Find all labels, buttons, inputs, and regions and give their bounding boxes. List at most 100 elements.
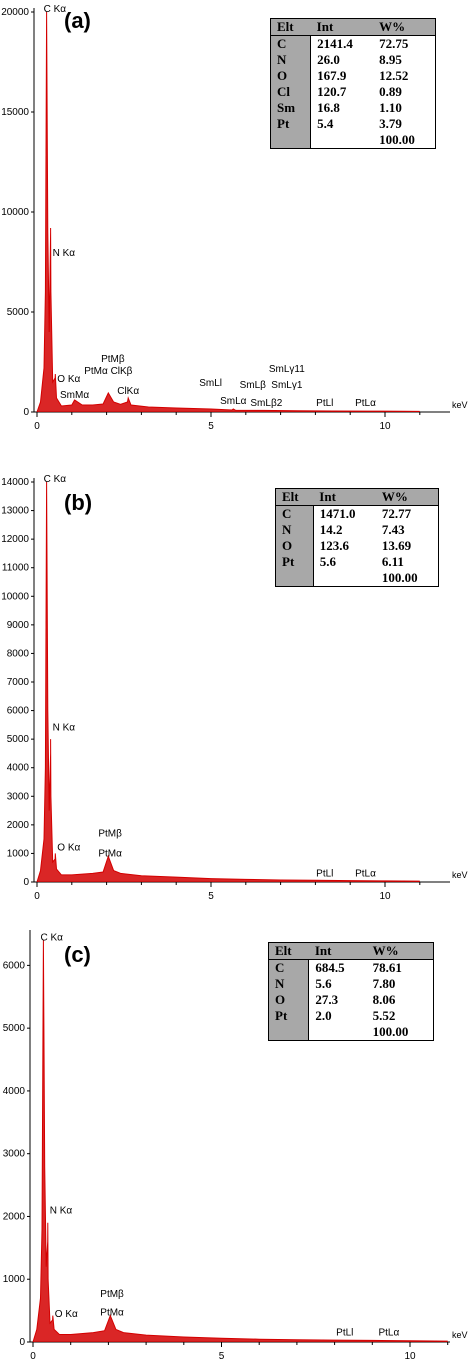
table-row: O 27.3 8.06 [268, 992, 434, 1008]
peak-label: PtLα [355, 868, 376, 879]
x-tick-label: 5 [208, 421, 214, 432]
spectrum-line [36, 481, 420, 883]
peak-label: PtLl [316, 868, 333, 879]
total-weight-cell: 100.00 [381, 570, 418, 585]
weight-cell: 12.52 [379, 68, 409, 83]
table-row: O 167.9 12.52 [270, 68, 436, 84]
spectrum-line [32, 940, 448, 1343]
y-tick-label: 5000 [7, 307, 30, 318]
panel-label: (c) [64, 942, 91, 967]
panel-label: (b) [64, 490, 93, 515]
peak-label: SmLγ1 [271, 380, 303, 391]
weight-cell: 7.43 [381, 522, 405, 537]
element-cell: C [270, 35, 312, 52]
y-tick-label: 0 [23, 877, 29, 888]
x-tick-label: 0 [34, 891, 40, 902]
eds-spectrum-b: 0100020003000400050006000700080009000100… [1, 474, 468, 902]
y-tick-label: 7000 [7, 677, 30, 688]
weight-cell: 8.95 [379, 52, 402, 67]
peak-label: SmMα [60, 390, 89, 401]
y-tick-label: 5000 [3, 1023, 26, 1034]
element-cell: Pt [275, 554, 314, 570]
peak-label: PtLα [378, 1328, 399, 1339]
weight-cell: 72.77 [381, 506, 412, 521]
peak-label: PtLl [336, 1328, 353, 1339]
eds-panel-a: 0 5000 10000 15000 20000 0 5 10 keV C Kα N Kα O Kα S… [0, 0, 474, 450]
x-tick-label: 5 [208, 891, 214, 902]
y-tick-label: 0 [23, 407, 29, 418]
y-tick-label: 3000 [3, 1149, 26, 1160]
x-unit-label: keV [452, 870, 468, 880]
table-row: Pt 2.0 5.52 [268, 1008, 434, 1024]
weight-cell: 13.69 [381, 538, 412, 553]
eds-spectrum-a: 0 5000 10000 15000 20000 0 5 10 keV C Kα N Kα O Kα S… [1, 4, 468, 432]
intensity-cell: 16.8 [317, 100, 340, 115]
peak-label: PtLα [355, 398, 376, 409]
peak-label: SmLl [199, 378, 222, 389]
peak-label: SmLα [220, 396, 247, 407]
intensity-cell: 123.6 [319, 538, 350, 553]
element-cell: C [275, 505, 314, 522]
peak-label: O Kα [57, 374, 80, 385]
table-row: N 5.6 7.80 [268, 976, 434, 992]
peak-label: O Kα [55, 1309, 78, 1320]
element-cell [275, 570, 314, 587]
x-tick-label: 0 [34, 421, 40, 432]
header-elt: Elt [275, 488, 314, 506]
element-cell [268, 1024, 310, 1041]
composition-table: Elt Int W% C 2141.4 72.75 N 26.0 8.95 O 167.9… [270, 18, 436, 149]
intensity-cell: 120.7 [317, 84, 347, 99]
weight-cell: 7.80 [372, 976, 396, 991]
intensity-cell: 684.5 [315, 960, 345, 975]
element-cell: O [270, 68, 312, 84]
weight-cell: 5.52 [372, 1008, 396, 1023]
y-tick-label: 8000 [7, 648, 30, 659]
y-tick-label: 10000 [1, 591, 29, 602]
x-unit-label: keV [452, 1330, 468, 1340]
weight-cell: 8.06 [372, 992, 396, 1007]
weight-cell: 0.89 [379, 84, 402, 99]
composition-table: Elt Int W% C 1471.0 72.77 N 14.2 7.43 O 123.6… [275, 488, 439, 587]
element-cell: O [268, 992, 310, 1008]
weight-cell: 72.75 [379, 36, 409, 51]
element-cell: Cl [270, 84, 312, 100]
table-row: C 2141.4 72.75 [270, 35, 436, 52]
intensity-cell: 5.6 [319, 554, 337, 569]
table-row: Sm 16.8 1.10 [270, 100, 436, 116]
peak-label: PtMβ [98, 828, 122, 839]
y-tick-label: 14000 [1, 477, 29, 488]
y-tick-label: 15000 [1, 107, 29, 118]
y-tick-label: 6000 [7, 706, 30, 717]
intensity-cell: 2.0 [315, 1008, 332, 1023]
peak-label: N Kα [53, 248, 76, 259]
element-cell: N [270, 52, 312, 68]
peak-label: SmLβ2 [250, 398, 282, 409]
weight-cell: 3.79 [379, 116, 402, 131]
header-int: Int [313, 488, 376, 506]
peak-label: N Kα [53, 723, 76, 734]
x-unit-label: keV [452, 400, 468, 410]
weight-cell: 1.10 [379, 100, 402, 115]
table-header-row: Elt Int W% [268, 942, 434, 960]
y-tick-label: 20000 [1, 7, 29, 18]
total-weight-cell: 100.00 [372, 1024, 409, 1039]
header-wt: W% [375, 488, 439, 506]
intensity-cell: 26.0 [317, 52, 340, 67]
y-tick-label: 2000 [7, 820, 30, 831]
y-tick-label: 0 [19, 1337, 25, 1348]
y-tick-label: 12000 [1, 534, 29, 545]
panel-label: (a) [64, 8, 91, 33]
weight-cell: 78.61 [372, 960, 402, 975]
peak-label: C Kα [40, 932, 63, 943]
intensity-cell: 5.6 [315, 976, 332, 991]
table-row: N 26.0 8.95 [270, 52, 436, 68]
x-tick-label: 0 [30, 1351, 36, 1360]
table-row: N 14.2 7.43 [275, 522, 439, 538]
element-cell: Pt [268, 1008, 310, 1024]
spectrum-line [36, 11, 420, 413]
peak-label: SmLγ11 [269, 364, 305, 375]
header-wt: W% [373, 18, 436, 36]
eds-spectrum-c: 0 1000 2000 3000 4000 5000 6000 0 5 10 keV C Kα N Kα… [3, 930, 468, 1360]
y-tick-label: 13000 [1, 506, 29, 517]
intensity-cell: 2141.4 [317, 36, 353, 51]
